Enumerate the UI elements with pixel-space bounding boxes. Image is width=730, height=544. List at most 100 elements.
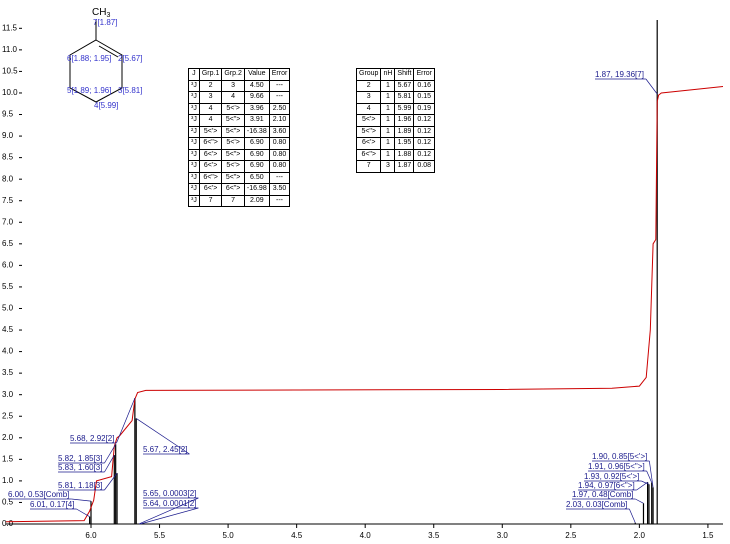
table-cell: ³J [188, 114, 200, 127]
table-row: ³J 2 3 4.50 --- [188, 79, 291, 92]
table-cell: 6<'> [198, 160, 223, 173]
table-cell: ³J [188, 194, 200, 207]
table-cell: 7 [355, 160, 382, 173]
double-bond [98, 45, 119, 58]
table-cell: ³J [188, 148, 200, 161]
table-cell: --- [268, 171, 291, 184]
y-tick-label: 1.5 [2, 454, 14, 463]
table-cell: 5.67 [394, 79, 415, 92]
table-cell: 6.50 [243, 171, 270, 184]
table-cell: 7 [221, 194, 245, 207]
table-cell: 6<'> [198, 183, 223, 196]
table-cell: 3.96 [243, 102, 270, 115]
x-tick-label: 1.5 [702, 531, 714, 540]
label-leader [636, 481, 648, 491]
y-tick-label: 4.0 [2, 347, 14, 356]
table-row: 6<"> 1 1.88 0.12 [355, 148, 435, 161]
y-tick-label: 3.0 [2, 390, 14, 399]
table-cell: 2 [198, 79, 223, 92]
y-tick-label: 2.0 [2, 433, 14, 442]
table-cell: J [188, 68, 200, 81]
table-cell: 3.50 [268, 183, 291, 196]
peak-label: 5.82, 1.85[3] [58, 454, 102, 463]
table-cell: Grp.1 [198, 68, 223, 81]
table-cell: 5<"> [221, 125, 245, 138]
table-cell: Grp.2 [221, 68, 245, 81]
integral-curve [6, 86, 723, 523]
peak-label: 6.00, 0.53[Comb] [8, 490, 69, 499]
x-tick-label: 4.5 [291, 531, 303, 540]
peak-label: 1.87, 19.36[7] [595, 70, 644, 79]
y-tick-label: 8.5 [2, 153, 14, 162]
peak-label: 5.64, 0.0001[2] [143, 499, 196, 508]
label-leader [645, 78, 658, 95]
table-cell: 2.10 [268, 114, 291, 127]
label-leader [629, 508, 636, 523]
table-row: ³J 4 5<"> 3.91 2.10 [188, 114, 291, 127]
x-tick-label: 5.0 [223, 531, 235, 540]
table-cell: --- [268, 194, 291, 207]
table-row: ³J 3 4 9.66 --- [188, 91, 291, 104]
x-tick-label: 3.0 [497, 531, 509, 540]
atom-label: 6[1.88; 1.95] [67, 54, 111, 63]
peak-label: 1.97, 0.48[Comb] [572, 490, 633, 499]
peak-label: 1.91, 0.96[5<">] [588, 462, 645, 471]
table-cell: 5<'> [355, 114, 382, 127]
table-cell: 3 [355, 91, 382, 104]
table-cell: ²J [188, 183, 200, 196]
table-cell: Error [268, 68, 291, 81]
table-cell: 0.19 [413, 102, 435, 115]
peak-label: 1.90, 0.85[5<'>] [592, 452, 647, 461]
y-tick-label: 9.0 [2, 131, 14, 140]
table-cell: -16.98 [243, 183, 270, 196]
table-row: 6<'> 1 1.95 0.12 [355, 137, 435, 150]
table-cell: 9.66 [243, 91, 270, 104]
y-tick-label: 3.5 [2, 368, 14, 377]
table-row: ³J 6<'> 5<"> 6.90 0.80 [188, 148, 291, 161]
y-tick-label: 10.5 [2, 67, 18, 76]
table-cell: 0.08 [413, 160, 435, 173]
table-cell: 0.12 [413, 125, 435, 138]
table-cell: 1 [380, 125, 396, 138]
table-cell: 1 [380, 91, 396, 104]
y-tick-label: 4.5 [2, 325, 14, 334]
table-cell: 1 [380, 102, 396, 115]
x-tick-label: 4.0 [360, 531, 372, 540]
label-leader [635, 498, 644, 504]
table-row: Group nH Shift Error [355, 68, 435, 81]
table-row: ³J 6<"> 5<"> 6.50 --- [188, 171, 291, 184]
table-cell: 2 [355, 79, 382, 92]
atom-label: 7[1.87] [93, 18, 117, 27]
y-tick-label: 11.0 [2, 45, 18, 54]
table-cell: 6.90 [243, 137, 270, 150]
peak-label: 5.81, 1.18[3] [58, 481, 102, 490]
table-row: ²J 6<'> 6<"> -16.98 3.50 [188, 183, 291, 196]
table-cell: 5.81 [394, 91, 415, 104]
table-cell: Group [355, 68, 382, 81]
table-row: 4 1 5.99 0.19 [355, 102, 435, 115]
table-cell: 5<'> [221, 137, 245, 150]
table-cell: 6.90 [243, 160, 270, 173]
table-cell: ²J [188, 125, 200, 138]
table-cell: 1 [380, 114, 396, 127]
peak-label: 5.83, 1.60[3] [58, 463, 102, 472]
table-cell: --- [268, 91, 291, 104]
table-cell: 6<"> [221, 183, 245, 196]
table-cell: 1.89 [394, 125, 415, 138]
peak-label: 5.67, 2.45[2] [143, 445, 187, 454]
y-tick-label: 6.5 [2, 239, 14, 248]
table-cell: 3 [380, 160, 396, 173]
table-cell: ³J [188, 171, 200, 184]
table-cell: ³J [188, 160, 200, 173]
table-cell: 6<"> [198, 137, 223, 150]
table-row: J Grp.1 Grp.2 Value Error [188, 68, 291, 81]
plot-area [6, 20, 723, 524]
table-row: 5<"> 1 1.89 0.12 [355, 125, 435, 138]
table-cell: Error [413, 68, 435, 81]
table-row: ³J 6<"> 5<'> 6.90 0.80 [188, 137, 291, 150]
y-tick-label: 10.0 [2, 88, 18, 97]
table-cell: 6<"> [198, 171, 223, 184]
peak-label: 6.01, 0.17[4] [30, 500, 74, 509]
table-cell: 1.88 [394, 148, 415, 161]
